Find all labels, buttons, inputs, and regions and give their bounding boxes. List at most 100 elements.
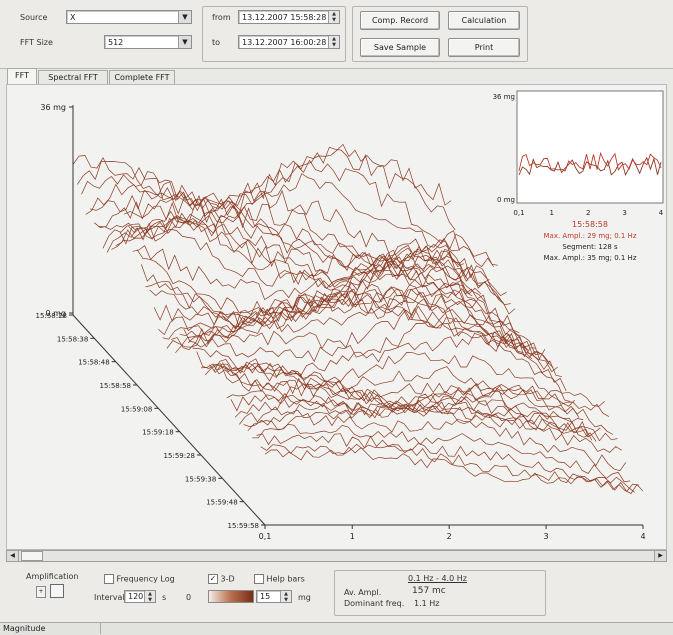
fft-size-select[interactable]: 512 ▼ [104, 35, 192, 49]
spectrum-trace [162, 292, 541, 359]
time-label: 15:59:38 [185, 475, 216, 483]
spectrum-trace [256, 433, 635, 493]
frequency-log-checkbox[interactable] [104, 574, 114, 584]
frequency-ticks: 0,1 1 2 3 4 [259, 525, 646, 541]
frequency-log-option[interactable]: Frequency Log [104, 574, 175, 584]
spectrum-trace [247, 413, 627, 472]
save-sample-button[interactable]: Save Sample [360, 38, 440, 57]
dominant-freq-value: 1.1 Hz [414, 599, 440, 608]
control-panel: Source X ▼ FFT Size 512 ▼ from 13.12.200… [0, 0, 673, 69]
to-datetime-input[interactable]: 13.12.2007 16:00:28 ▲ ▼ [238, 35, 340, 49]
time-labels: 15:58:28 15:58:38 15:58:48 15:58:58 15:59:08… [36, 312, 265, 530]
av-ampl-label: Av. Ampl. [344, 588, 382, 597]
time-label: 15:58:28 [36, 312, 67, 320]
frequency-tick-label: 2 [447, 532, 452, 541]
interval-label: Intervall [94, 593, 127, 602]
spectrum-trace [153, 292, 533, 360]
spectrum-trace [85, 173, 464, 268]
inset-trace-current [518, 151, 662, 172]
spectrum-trace [200, 363, 580, 418]
waterfall-plot: 36 mg 0 mg 15:58:2815:58:3815:58:4815:58… [36, 90, 664, 541]
spectrum-trace [170, 286, 550, 363]
tab-complete-fft[interactable]: Complete FFT [109, 70, 175, 84]
dominant-freq-label: Dominant freq. [344, 599, 405, 608]
spectrum-trace [175, 284, 554, 369]
time-range-group [202, 6, 346, 62]
inset-top-label: 36 mg [493, 93, 515, 101]
spin-updown-icon[interactable]: ▲ ▼ [328, 11, 339, 23]
spectrum-trace [90, 189, 469, 281]
time-axis [72, 314, 266, 526]
action-group [352, 6, 528, 62]
inset-panel: 36 mg 0 mg 0,1 1 2 3 4 15:58:58 Max. Ampl.: … [493, 90, 664, 262]
from-label: from [212, 13, 231, 22]
chevron-down-icon[interactable]: ▼ [178, 36, 191, 48]
z-bottom-label: 0 mg [45, 309, 66, 318]
spectrum-trace [106, 214, 486, 303]
horizontal-scrollbar[interactable]: ◀ ▶ [6, 550, 667, 562]
amplification-spin-icon[interactable]: + [36, 586, 46, 598]
spectrum-trace [264, 446, 644, 494]
spectrum-trace [205, 364, 584, 423]
help-bars-option[interactable]: Help bars [254, 574, 305, 584]
interval-input[interactable]: 120 ▲ ▼ [124, 590, 156, 603]
tab-fft[interactable]: FFT [7, 68, 37, 84]
inset-frame [516, 90, 664, 204]
spin-updown-icon[interactable]: ▲ ▼ [280, 591, 291, 602]
spectrum-trace [149, 284, 529, 351]
spectrum-trace [158, 297, 537, 358]
spectrum-trace [72, 143, 452, 217]
time-label: 15:58:38 [57, 335, 88, 343]
spectrum-trace [196, 351, 575, 407]
time-label: 15:59:28 [164, 452, 195, 460]
color-unit: mg [298, 593, 311, 602]
spectrum-trace [183, 289, 562, 378]
fft-size-value: 512 [108, 38, 124, 47]
time-label: 15:59:48 [206, 499, 237, 507]
spin-updown-icon[interactable]: ▲ ▼ [328, 36, 339, 48]
inset-trace-segment [518, 156, 662, 177]
threed-option[interactable]: ✓ 3-D [208, 574, 235, 584]
spectrum-trace [140, 256, 520, 334]
scroll-left-icon[interactable]: ◀ [7, 551, 19, 561]
stats-group [334, 570, 546, 616]
scroll-right-icon[interactable]: ▶ [654, 551, 666, 561]
from-value: 13.12.2007 15:58:28 [242, 13, 327, 22]
chevron-down-icon[interactable]: ▼ [178, 11, 191, 23]
from-datetime-input[interactable]: 13.12.2007 15:58:28 ▲ ▼ [238, 10, 340, 24]
source-select[interactable]: X ▼ [66, 10, 192, 24]
inset-max-ampl-red: Max. Ampl.: 29 mg; 0.1 Hz [544, 232, 637, 240]
time-label: 15:59:08 [121, 405, 152, 413]
spectrum-trace [102, 210, 482, 295]
spin-updown-icon[interactable]: ▲ ▼ [144, 591, 155, 602]
scroll-thumb[interactable] [21, 551, 43, 561]
spectrum-trace [243, 401, 622, 453]
comp-record-button[interactable]: Comp. Record [360, 11, 440, 30]
help-bars-checkbox[interactable] [254, 574, 264, 584]
spectrum-trace [77, 146, 456, 231]
frequency-tick-label: 1 [350, 532, 355, 541]
status-bar: Magnitude [0, 622, 673, 635]
print-button[interactable]: Print [448, 38, 520, 57]
to-label: to [212, 38, 221, 47]
spectrum-trace [166, 290, 546, 360]
time-label: 15:58:58 [100, 382, 131, 390]
tab-spectral-fft[interactable]: Spectral FFT [38, 70, 108, 84]
spectrum-trace [128, 225, 507, 297]
inset-max-ampl: Max. Ampl.: 35 mg; 0.1 Hz [544, 254, 637, 262]
amplification-box[interactable] [50, 584, 64, 598]
waterfall-plot-panel: 36 mg 0 mg 15:58:28 15:58:38 15:58:48 15:58… [6, 84, 667, 550]
interval-value: 120 [128, 592, 144, 601]
spectrum-trace [94, 195, 473, 297]
threed-checkbox[interactable]: ✓ [208, 574, 218, 584]
inset-ticks: 0,1 1 2 3 4 [513, 209, 663, 217]
color-max-input[interactable]: 15 ▲ ▼ [256, 590, 292, 603]
frequency-log-label: Frequency Log [116, 574, 175, 584]
inset-time: 15:58:58 [572, 220, 608, 229]
spectrum-trace [119, 219, 498, 288]
spectrum-trace [213, 358, 593, 441]
spectrum-trace [239, 392, 618, 442]
time-label: 15:59:18 [142, 429, 173, 437]
calculation-button[interactable]: Calculation [448, 11, 520, 30]
frequency-tick-label: 3 [544, 532, 549, 541]
